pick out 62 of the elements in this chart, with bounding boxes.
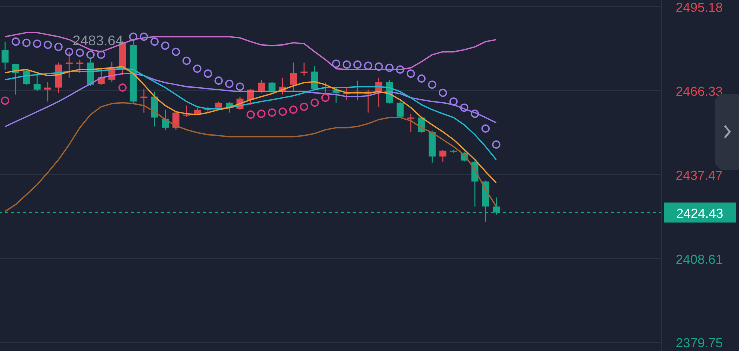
ref-line-label: 2424.43: [676, 206, 724, 221]
point: [386, 64, 394, 72]
point: [321, 94, 330, 102]
point: [353, 60, 362, 70]
point: [76, 48, 84, 58]
point: [65, 48, 74, 56]
candlestick: [396, 101, 404, 118]
point: [492, 140, 501, 150]
point: [161, 42, 170, 50]
point: [278, 108, 288, 116]
candlestick: [172, 111, 180, 130]
point: [129, 32, 138, 42]
candlestick: [2, 41, 9, 70]
point: [310, 98, 320, 108]
point: [450, 98, 458, 106]
point: [172, 48, 180, 56]
candlestick: [290, 62, 298, 92]
point: [236, 82, 244, 92]
y-tick-label: 2437.47: [676, 168, 723, 183]
point: [225, 80, 234, 88]
candlestick: [34, 72, 41, 92]
point: [396, 66, 405, 74]
point: [1, 96, 10, 106]
point: [300, 102, 309, 112]
point: [268, 108, 276, 118]
point: [332, 60, 341, 68]
point: [257, 110, 266, 118]
candlestick: [44, 82, 52, 102]
y-tick-label: 2408.61: [676, 252, 723, 267]
point: [214, 76, 224, 86]
point: [44, 40, 52, 50]
point: [12, 38, 20, 46]
point: [246, 110, 256, 120]
candlestick: [258, 79, 266, 94]
point: [460, 104, 469, 112]
candlestick: [440, 150, 447, 162]
point: [342, 60, 352, 70]
point: [182, 56, 192, 66]
point: [364, 62, 373, 70]
point: [289, 106, 298, 114]
y-tick-label: 2495.18: [676, 0, 723, 16]
point: [140, 32, 148, 42]
point: [438, 88, 448, 98]
point: [204, 70, 212, 78]
point: [33, 40, 42, 48]
point: [428, 80, 437, 90]
point: [418, 74, 426, 84]
point: [86, 50, 95, 60]
point: [150, 38, 160, 46]
point: [118, 84, 127, 92]
point: [22, 38, 31, 48]
y-tick-label: 2379.75: [676, 336, 723, 351]
point: [54, 42, 63, 52]
point: [406, 70, 416, 78]
y-tick-label: 2466.33: [676, 84, 723, 99]
point: [374, 62, 384, 72]
point: [470, 110, 480, 118]
point: [97, 50, 106, 60]
point: [482, 124, 490, 134]
candlestick: [183, 105, 190, 118]
point: [193, 64, 202, 74]
annotation: 2483.64: [72, 32, 124, 49]
